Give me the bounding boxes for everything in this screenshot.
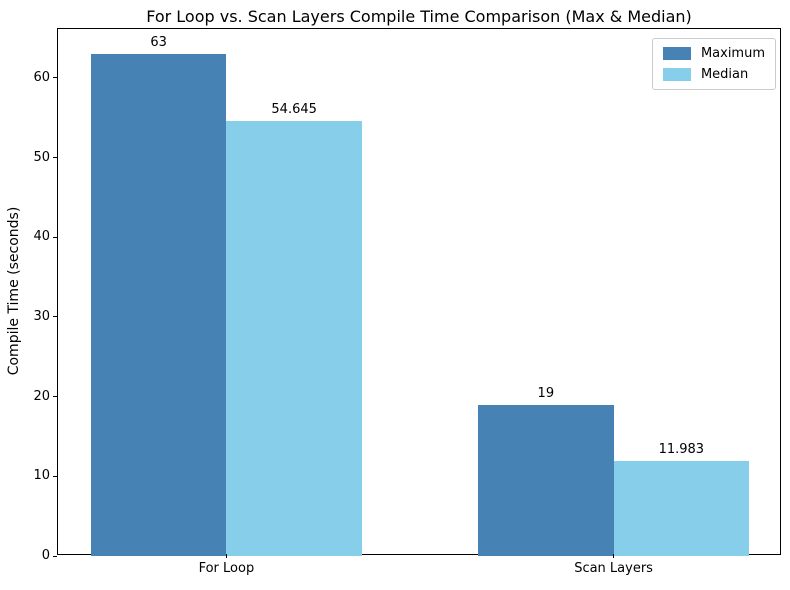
legend-label-maximum: Maximum [700,46,765,61]
x-tick-label-for-loop: For Loop [198,561,255,576]
y-tick-mark [53,555,57,557]
chart-title: For Loop vs. Scan Layers Compile Time Co… [146,7,692,26]
legend-swatch-median [662,68,691,81]
y-tick-mark [53,77,57,79]
bar-value-label: 19 [537,385,555,401]
x-tick-mark [613,554,615,558]
bar-maximum-scan-layers [478,404,614,556]
y-tick-label: 40 [33,229,50,245]
legend-label-median: Median [700,67,749,82]
y-tick-label: 0 [41,548,50,563]
bar-value-label: 11.983 [658,441,705,457]
plot-area: Maximum Median 0 10 20 30 40 50 60 63 19 54.645 11.… [33,28,781,576]
legend-swatch-maximum [662,47,691,60]
x-tick-mark [225,554,227,558]
x-tick-label-scan-layers: Scan Layers [574,561,653,576]
y-tick-label: 50 [33,149,50,165]
y-tick-label: 60 [33,69,50,85]
y-tick-mark [53,236,57,238]
bar-median-for-loop [226,120,362,556]
y-axis-title: Compile Time (seconds) [6,206,22,376]
bar-maximum-for-loop [90,54,227,556]
y-tick-label: 10 [33,468,50,484]
y-tick-mark [53,396,57,398]
y-tick-mark [53,157,57,159]
y-tick-label: 20 [33,388,50,404]
y-tick-mark [53,316,57,318]
legend-item-maximum: Maximum [662,46,765,61]
legend-item-median: Median [662,67,765,82]
y-tick-mark [53,475,57,477]
y-tick-label: 30 [33,308,50,324]
bar-value-label: 54.645 [271,101,317,117]
legend: Maximum Median [651,38,776,90]
bar-median-scan-layers [613,460,750,556]
bar-value-label: 63 [150,35,167,51]
